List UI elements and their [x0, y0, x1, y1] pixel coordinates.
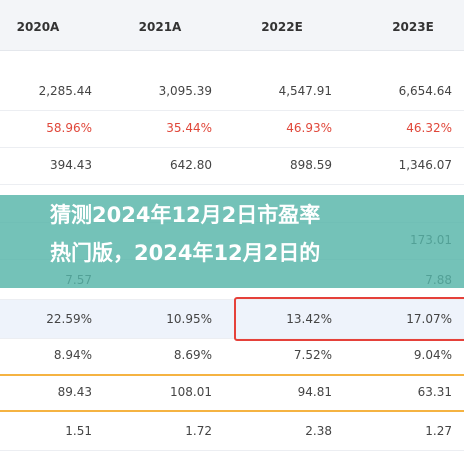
table-header: 2020A 2021A 2022E 2023E: [0, 0, 464, 51]
table-cell: 7.52%: [293, 348, 332, 362]
overlay-title: 热门版，2024年12月2日的: [50, 241, 321, 265]
table-row: 8.94% 8.69% 7.52% 9.04%: [0, 336, 464, 375]
table-cell: 10.95%: [166, 312, 212, 326]
table-cell: 13.42%: [286, 312, 332, 326]
table-cell: 3,095.39: [158, 84, 212, 98]
table-cell: 6,654.64: [398, 84, 452, 98]
table-cell: 1,346.07: [398, 158, 452, 172]
column-header: 2021A: [138, 20, 182, 34]
column-header: 2022E: [261, 20, 303, 34]
table-cell: 1.27: [425, 424, 452, 438]
overlay-band: 猜测2024年12月2日市盈率 热门版，2024年12月2日的: [0, 195, 464, 288]
table-cell: 8.94%: [53, 348, 92, 362]
table-cell: 22.59%: [46, 312, 92, 326]
table-cell: 9.04%: [413, 348, 452, 362]
table-cell: 1.51: [65, 424, 92, 438]
table-cell: 46.93%: [286, 121, 332, 135]
table-cell: 898.59: [290, 158, 332, 172]
table-cell: 35.44%: [166, 121, 212, 135]
table-row: 58.96% 35.44% 46.93% 46.32%: [0, 109, 464, 148]
table-cell: 2,285.44: [38, 84, 92, 98]
table-row: 89.43 108.01 94.81 63.31: [0, 373, 464, 412]
table-cell: 94.81: [297, 385, 332, 399]
highlight-line: [0, 374, 464, 376]
table-cell: 1.72: [185, 424, 212, 438]
table-cell: 394.43: [50, 158, 92, 172]
table-cell: 58.96%: [46, 121, 92, 135]
table-row: 394.43 642.80 898.59 1,346.07: [0, 146, 464, 185]
overlay-title: 猜测2024年12月2日市盈率: [50, 203, 321, 227]
table-row: 22.59% 10.95% 13.42% 17.07%: [0, 300, 464, 339]
table-cell: 2.38: [305, 424, 332, 438]
table-cell: 8.69%: [173, 348, 212, 362]
column-header: 2020A: [16, 20, 60, 34]
column-header: 2023E: [392, 20, 434, 34]
table-cell: 17.07%: [406, 312, 452, 326]
table-row: 1.51 1.72 2.38 1.27: [0, 412, 464, 451]
table-cell: 642.80: [170, 158, 212, 172]
table-cell: 4,547.91: [278, 84, 332, 98]
table-cell: 108.01: [170, 385, 212, 399]
highlight-line: [0, 410, 464, 412]
table-row: 2,285.44 3,095.39 4,547.91 6,654.64: [0, 72, 464, 111]
highlight-box: [234, 297, 464, 341]
table-cell: 89.43: [57, 385, 92, 399]
table-cell: 63.31: [417, 385, 452, 399]
table-cell: 46.32%: [406, 121, 452, 135]
